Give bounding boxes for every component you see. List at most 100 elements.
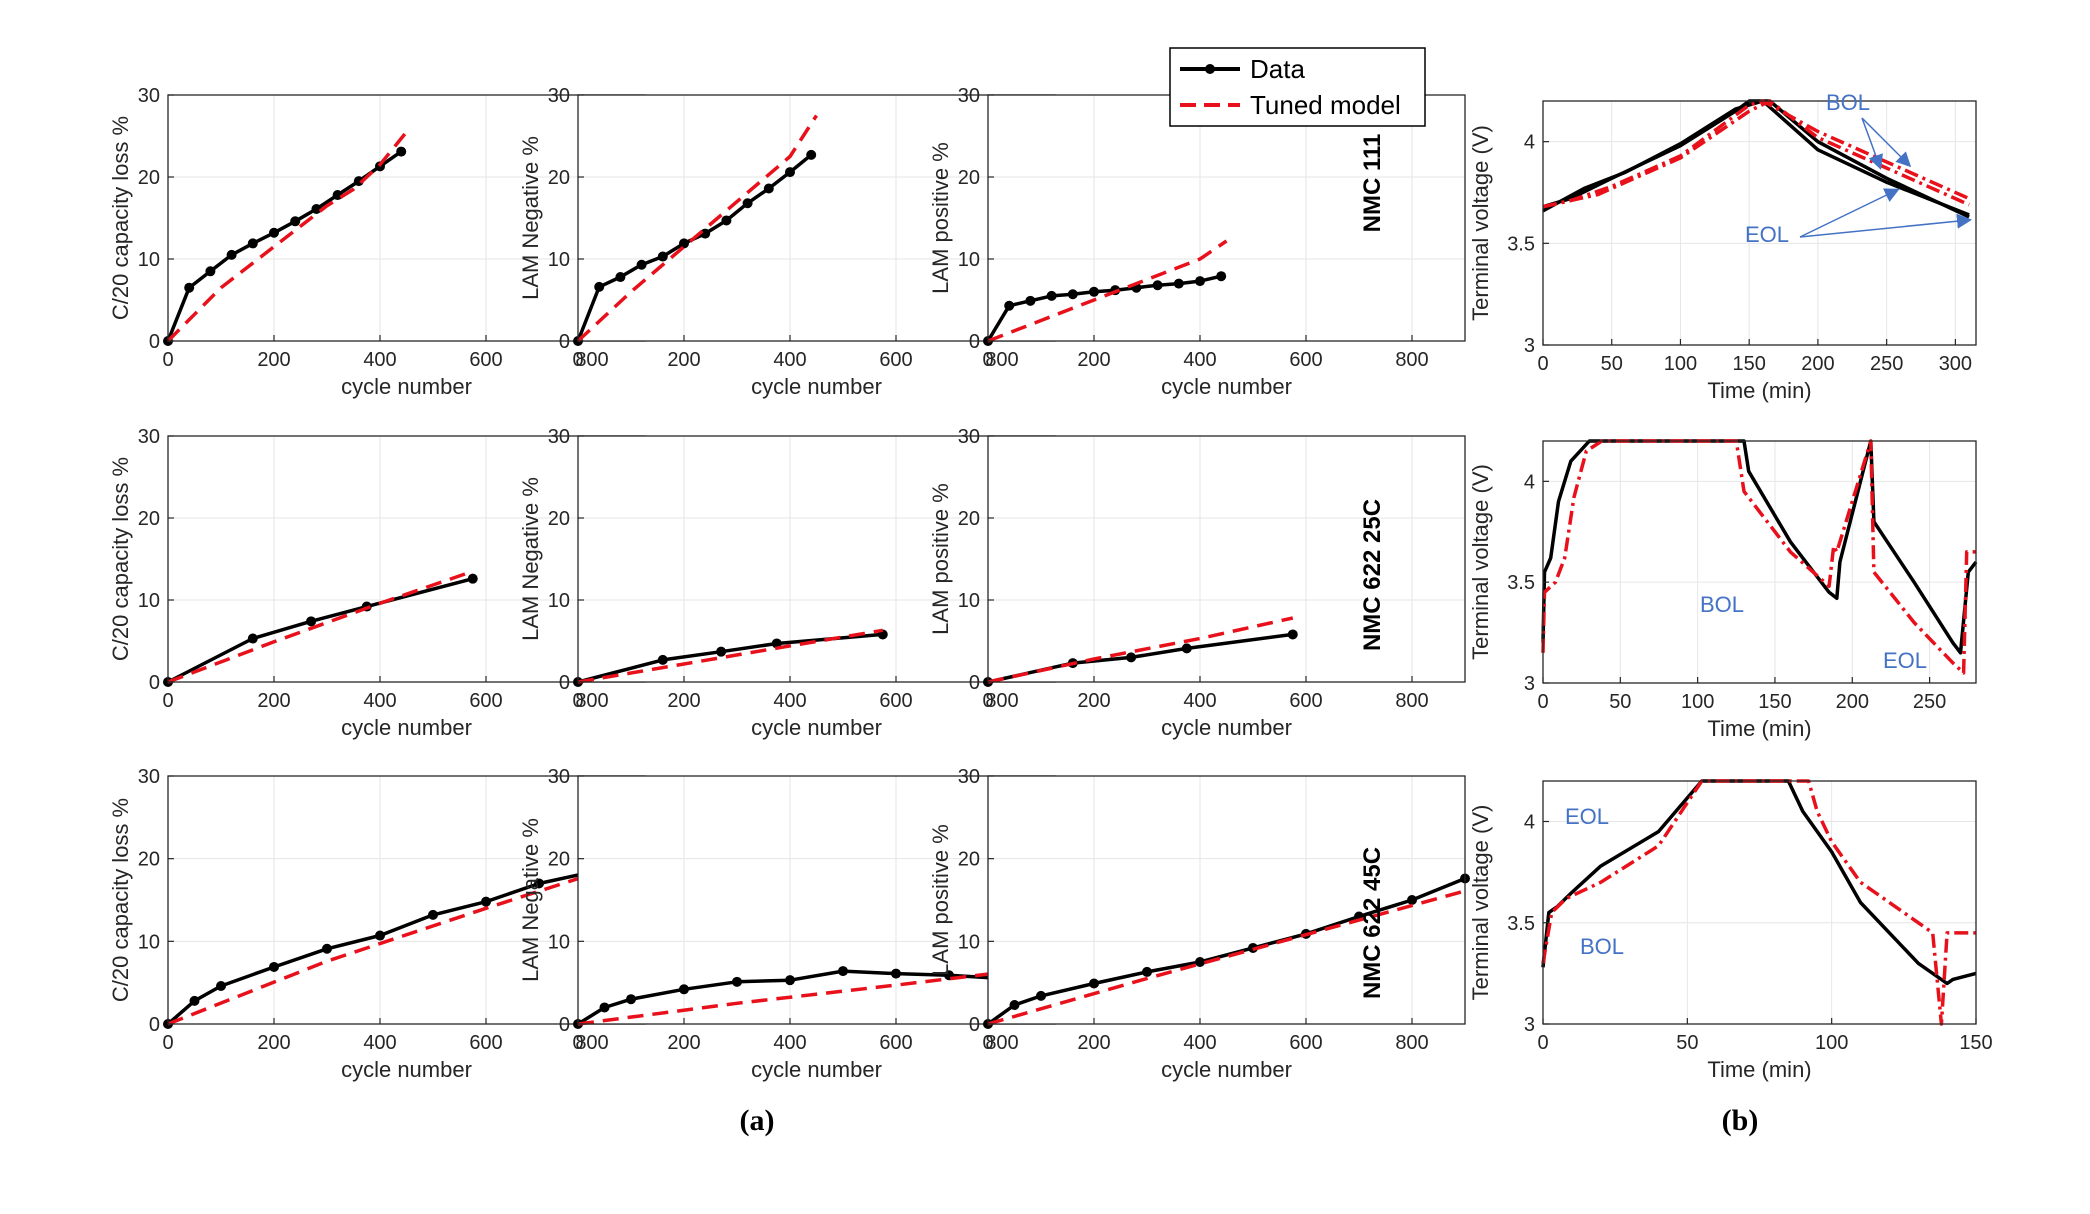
y-tick-label: 10 xyxy=(958,249,980,271)
data-point xyxy=(375,930,385,941)
plot-area xyxy=(168,95,645,341)
annotation-arrow xyxy=(1861,117,1883,170)
data-point xyxy=(626,994,636,1005)
data-point xyxy=(311,203,322,214)
x-tick-label: 50 xyxy=(1609,691,1631,713)
data-point xyxy=(428,909,438,920)
y-tick-label: 10 xyxy=(958,931,980,953)
y-axis-label: LAM positive % xyxy=(928,824,953,976)
series-line-data-eol xyxy=(1542,99,1970,217)
panel-label-b: (b) xyxy=(1722,1104,1759,1137)
y-axis-label: LAM Negative % xyxy=(518,477,543,641)
data-point xyxy=(481,896,491,907)
series-line-tuned-model xyxy=(167,855,646,1026)
legend: Data Tuned model xyxy=(1169,47,1426,127)
x-tick-label: 0 xyxy=(1537,353,1548,375)
x-tick-label: 0 xyxy=(162,1032,173,1054)
legend-model-label: Tuned model xyxy=(1250,90,1401,120)
axes-box xyxy=(1542,100,1977,346)
y-axis-label: C/20 capacity loss % xyxy=(108,457,133,661)
y-tick-label: 30 xyxy=(138,766,160,788)
x-tick-label: 0 xyxy=(1537,1032,1548,1054)
y-tick-label: 10 xyxy=(548,931,570,953)
data-point xyxy=(1126,652,1137,663)
x-tick-label: 0 xyxy=(982,349,993,371)
row-label-0: NMC 111 xyxy=(1359,134,1386,233)
y-axis-label: LAM Negative % xyxy=(518,818,543,982)
x-tick-label: 400 xyxy=(1183,690,1216,712)
chart-panel-1-3: 0 50 100 150 200 250 3 3.5 4 Time (min) Terminal v… xyxy=(1468,439,1978,741)
chart-panel-0-3: 0 50 100 150 200 250 300 3 3.5 4 Time (min) Termina… xyxy=(1468,90,1977,403)
x-tick-label: 150 xyxy=(1758,691,1791,713)
data-point xyxy=(1036,990,1046,1001)
x-tick-label: 600 xyxy=(469,349,502,371)
y-tick-label: 3 xyxy=(1524,673,1535,695)
axes-box xyxy=(987,775,1466,1025)
x-axis-label: cycle number xyxy=(1161,715,1292,740)
row-label-2: NMC 622 45C xyxy=(1359,847,1386,999)
y-tick-label: 0 xyxy=(149,331,160,353)
x-tick-label: 400 xyxy=(773,1032,806,1054)
annotation-arrow xyxy=(1799,213,1972,238)
y-tick-label: 30 xyxy=(958,766,980,788)
y-tick-label: 20 xyxy=(548,849,570,871)
x-axis-label: Time (min) xyxy=(1707,716,1811,741)
data-point xyxy=(1009,999,1020,1010)
data-point xyxy=(771,638,782,649)
y-tick-label: 4 xyxy=(1524,471,1535,493)
plot-area xyxy=(168,776,645,1024)
data-point xyxy=(615,272,626,283)
x-tick-label: 0 xyxy=(982,1032,993,1054)
x-axis-label: Time (min) xyxy=(1707,378,1811,403)
data-point xyxy=(806,149,817,160)
y-tick-label: 3.5 xyxy=(1507,913,1535,935)
x-tick-label: 200 xyxy=(667,690,700,712)
x-tick-label: 800 xyxy=(1395,349,1428,371)
data-point xyxy=(599,1002,610,1013)
data-point xyxy=(1046,290,1057,301)
y-tick-label: 20 xyxy=(138,167,160,189)
x-tick-label: 800 xyxy=(985,1032,1018,1054)
x-tick-label: 200 xyxy=(667,1032,700,1054)
y-axis-label: Terminal voltage (V) xyxy=(1468,464,1493,660)
y-tick-label: 3.5 xyxy=(1507,572,1535,594)
series-line-tuned-model xyxy=(576,114,818,343)
axes-box xyxy=(1542,440,1977,684)
y-axis-label: LAM positive % xyxy=(928,483,953,635)
y-tick-label: 30 xyxy=(138,426,160,448)
y-tick-label: 30 xyxy=(548,426,570,448)
x-tick-label: 600 xyxy=(879,690,912,712)
y-tick-label: 20 xyxy=(958,167,980,189)
x-tick-label: 250 xyxy=(1913,691,1946,713)
x-tick-label: 100 xyxy=(1681,691,1714,713)
x-tick-label: 800 xyxy=(985,349,1018,371)
data-point xyxy=(353,176,364,187)
annotation-eol: EOL xyxy=(1565,804,1609,829)
data-point xyxy=(322,943,332,954)
data-point xyxy=(838,966,848,977)
x-tick-label: 800 xyxy=(1395,1032,1428,1054)
series-line-tuned-model xyxy=(167,569,474,684)
plot-area xyxy=(988,95,1465,341)
data-point xyxy=(247,238,258,249)
plot-area xyxy=(578,436,1055,682)
x-tick-label: 0 xyxy=(162,690,173,712)
data-point xyxy=(732,976,742,987)
series-line-model xyxy=(1541,439,1976,675)
plot-area xyxy=(988,776,1465,1024)
plot-area xyxy=(578,95,1055,341)
y-tick-label: 0 xyxy=(559,1014,570,1036)
data-point xyxy=(534,878,544,889)
x-tick-label: 800 xyxy=(575,690,608,712)
series-line-tuned-model xyxy=(166,130,408,343)
data-point xyxy=(1142,966,1152,977)
annotation-arrow xyxy=(1861,117,1912,168)
x-tick-label: 600 xyxy=(469,690,502,712)
x-axis-label: cycle number xyxy=(1161,374,1292,399)
